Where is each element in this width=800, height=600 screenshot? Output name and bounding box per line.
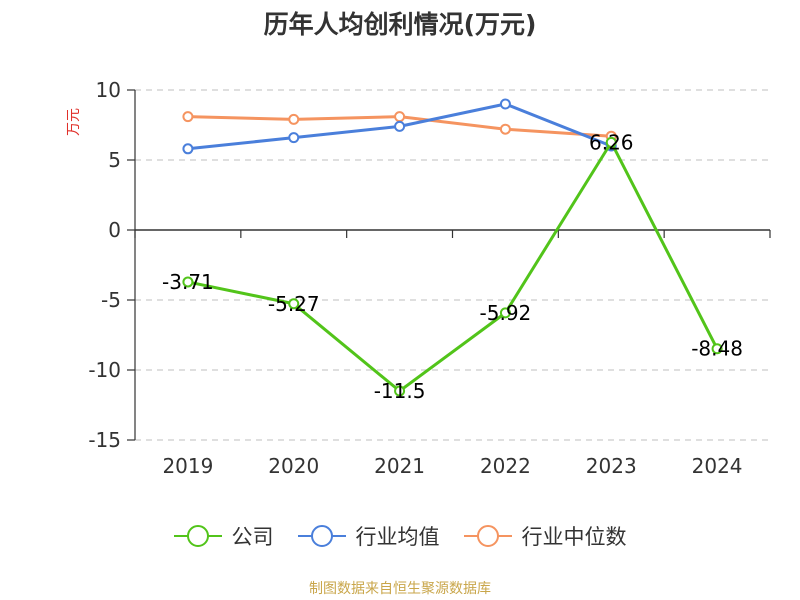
y-tick-label: -10 <box>88 358 121 382</box>
data-label: 6.26 <box>589 130 634 154</box>
x-tick-label: 2022 <box>480 454 531 478</box>
x-tick-label: 2020 <box>268 454 319 478</box>
series-1 <box>182 98 617 155</box>
y-tick-label: 0 <box>108 218 121 242</box>
data-point <box>711 343 723 355</box>
data-point <box>182 143 194 155</box>
data-point <box>499 98 511 110</box>
data-label: -11.5 <box>374 379 426 403</box>
data-point <box>182 111 194 123</box>
x-tick-label: 2019 <box>162 454 213 478</box>
grid-lines <box>135 89 770 441</box>
chart-legend: 公司 行业均值 行业中位数 <box>0 521 800 551</box>
legend-label: 行业均值 <box>355 525 440 549</box>
legend-swatch <box>297 525 346 547</box>
axes: 10 5 0 -5 -10 -15 2019 2020 2021 2022 2023 2024 <box>88 78 771 478</box>
legend-label: 行业中位数 <box>521 525 627 549</box>
y-tick-label: -15 <box>88 428 121 452</box>
series-line <box>187 140 719 393</box>
data-point <box>394 385 406 397</box>
data-label: -5.92 <box>480 301 532 325</box>
data-point <box>499 307 511 319</box>
legend-item[interactable]: 行业中位数 <box>463 521 627 551</box>
x-tick-label: 2024 <box>692 454 743 478</box>
series-2 <box>182 111 617 142</box>
legend-item[interactable]: 行业均值 <box>297 521 440 551</box>
data-point <box>499 123 511 135</box>
data-point <box>394 111 406 123</box>
data-label: -5.27 <box>268 292 320 316</box>
data-point <box>182 276 194 288</box>
source-note: 制图数据来自恒生聚源数据库 <box>309 581 491 597</box>
y-tick-label: 10 <box>96 78 121 102</box>
chart-title: 历年人均创利情况(万元) <box>263 10 537 39</box>
x-tick-label: 2021 <box>374 454 425 478</box>
data-label: -8.48 <box>691 337 743 361</box>
legend-item[interactable]: 公司 <box>173 521 274 551</box>
data-point <box>288 132 300 144</box>
data-labels: -3.71 -5.27 -11.5 -5.92 6.26 -8.48 <box>162 130 743 403</box>
data-label: -3.71 <box>162 270 214 294</box>
data-point <box>288 113 300 125</box>
y-tick-label: -5 <box>101 288 121 312</box>
data-point <box>605 136 617 148</box>
data-point <box>394 120 406 132</box>
x-tick-label: 2023 <box>586 454 637 478</box>
legend-swatch <box>463 525 512 547</box>
data-point <box>288 298 300 310</box>
series-lines <box>182 98 723 397</box>
series-0 <box>182 136 723 397</box>
legend-swatch <box>173 525 222 547</box>
y-tick-label: 5 <box>108 148 121 172</box>
y-axis-label: 万元 <box>66 108 82 136</box>
legend-label: 公司 <box>231 525 274 549</box>
